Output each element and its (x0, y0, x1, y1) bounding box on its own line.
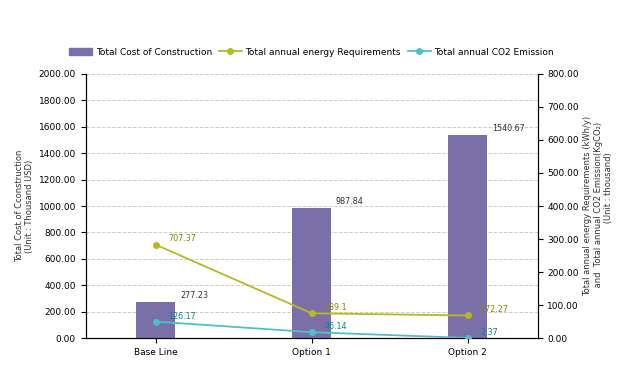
Total annual CO2 Emission (308, 330, 315, 334)
Text: 189.1: 189.1 (324, 302, 347, 312)
Bar (448, 135, 487, 338)
Total annual energy Requirements (152, 243, 160, 247)
Line: Total annual CO2 Emission: Total annual CO2 Emission (153, 319, 470, 341)
Total annual energy Requirements (308, 311, 315, 315)
Text: 707.37: 707.37 (168, 234, 196, 243)
Total annual CO2 Emission (152, 319, 160, 324)
Text: 46.14: 46.14 (324, 322, 347, 331)
Total annual CO2 Emission (463, 336, 471, 340)
Text: 126.17: 126.17 (168, 312, 196, 321)
Legend: Total Cost of Construction, Total annual energy Requirements, Total annual CO2 E: Total Cost of Construction, Total annual… (66, 44, 558, 60)
Y-axis label: Total annual energy Requirements (kWh/y)
 and  Total annual CO2 Emission(KgCO₂)
: Total annual energy Requirements (kWh/y)… (583, 116, 613, 296)
Text: 277.23: 277.23 (180, 291, 208, 299)
Y-axis label: Total Cost of Cconstruction
(Unit : Thousand USD): Total Cost of Cconstruction (Unit : Thou… (15, 150, 35, 262)
Text: 172.27: 172.27 (480, 305, 508, 314)
Bar (136, 302, 175, 338)
Line: Total annual energy Requirements: Total annual energy Requirements (153, 242, 470, 318)
Text: 1540.67: 1540.67 (492, 124, 524, 132)
Text: 987.84: 987.84 (336, 197, 364, 206)
Bar (292, 208, 331, 338)
Text: 2.37: 2.37 (480, 328, 498, 337)
Total annual energy Requirements (463, 313, 471, 318)
